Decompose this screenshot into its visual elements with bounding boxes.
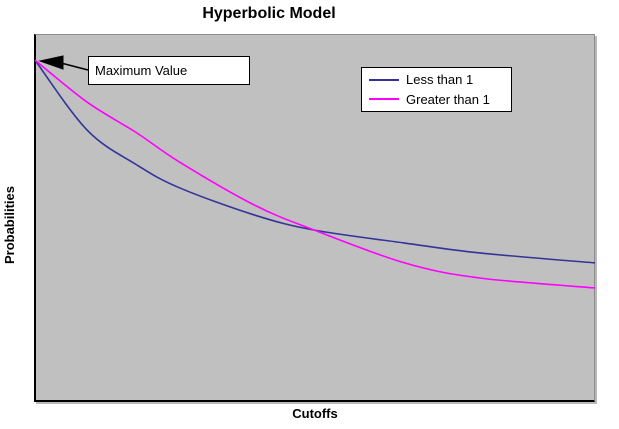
legend-item-greater-than-1: Greater than 1	[369, 92, 511, 107]
x-axis-label: Cutoffs	[292, 406, 338, 421]
legend-label: Greater than 1	[406, 91, 490, 107]
chart-title: Hyperbolic Model	[202, 5, 336, 22]
legend-line-swatch-blue	[369, 78, 399, 81]
legend-label: Less than 1	[406, 72, 474, 88]
annotation-box: Maximum Value	[88, 56, 250, 85]
legend-item-less-than-1: Less than 1	[369, 72, 511, 87]
y-axis-label: Probabilities	[2, 186, 17, 265]
legend: Less than 1 Greater than 1	[361, 67, 512, 112]
legend-line-swatch-magenta	[369, 98, 399, 101]
